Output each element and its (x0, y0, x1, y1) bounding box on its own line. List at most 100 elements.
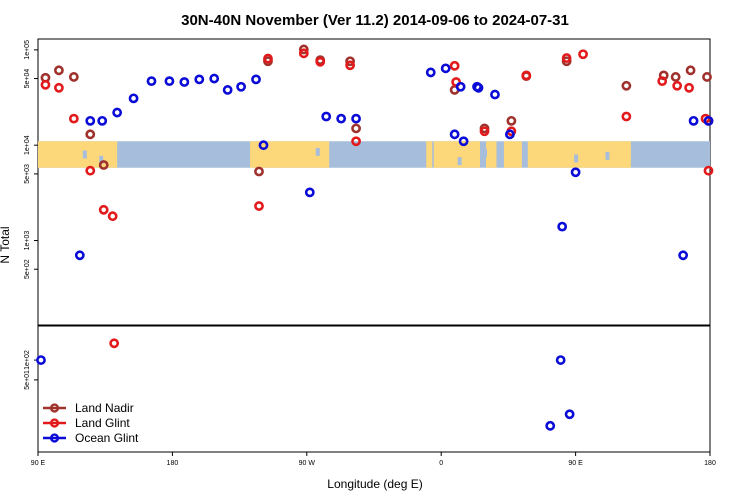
point-ocean-glint (351, 113, 361, 124)
legend-marker (49, 403, 60, 413)
point-ocean-glint (557, 221, 568, 232)
land-segment (503, 141, 522, 168)
land-ocean-strip (38, 141, 710, 168)
point-ocean-glint (678, 250, 689, 261)
point-land-glint (263, 53, 273, 64)
point-land-nadir (98, 160, 109, 170)
x-axis: 90 E 180 90 W 0 90 E 180 (31, 452, 716, 467)
point-ocean-glint (258, 140, 269, 151)
x-tick-label: 90 W (299, 460, 316, 467)
coast-inlet (457, 157, 462, 166)
point-land-glint (672, 80, 683, 91)
y-tick-label: 5e+01 (24, 370, 31, 390)
point-ocean-glint (222, 85, 233, 95)
point-ocean-glint (128, 93, 139, 104)
point-land-glint (68, 113, 79, 124)
point-land-glint (449, 60, 460, 71)
point-ocean-glint (545, 420, 556, 431)
x-tick-label: 180 (704, 460, 716, 467)
x-tick-label: 90 E (568, 460, 583, 467)
y-tick-label: 5e+03 (24, 164, 31, 184)
points-upper (40, 44, 714, 261)
point-land-glint (351, 136, 361, 147)
legend-label: Ocean Glint (75, 431, 139, 445)
legend-label: Land Nadir (75, 401, 134, 415)
x-tick-label: 180 (167, 460, 179, 467)
point-land-glint (54, 82, 64, 93)
coast-inlet (605, 151, 610, 160)
upper-panel-frame (37, 38, 711, 326)
x-tick-label: 90 E (31, 460, 46, 467)
point-ocean-glint (504, 129, 515, 140)
land-segment (38, 141, 118, 168)
point-land-nadir (345, 56, 356, 67)
point-land-glint (578, 49, 588, 60)
point-ocean-glint (74, 250, 85, 261)
point-ocean-glint (321, 111, 332, 122)
point-ocean-glint (36, 355, 46, 365)
point-ocean-glint (97, 115, 108, 126)
point-land-glint (315, 56, 326, 67)
point-ocean-glint (688, 115, 699, 126)
point-ocean-glint (703, 115, 714, 126)
x-tick-label: 0 (439, 460, 443, 467)
point-land-glint (85, 165, 96, 176)
point-land-nadir (506, 115, 517, 126)
point-ocean-glint (164, 76, 175, 87)
y-axis-label: N Total (0, 226, 12, 263)
point-land-glint (298, 48, 309, 59)
point-land-nadir (685, 65, 696, 76)
point-land-nadir (68, 72, 79, 82)
point-land-nadir (254, 166, 264, 177)
land-segment (426, 141, 433, 168)
y-tick-label: 1e+02 (24, 350, 31, 370)
lower-panel-frame (37, 325, 711, 453)
point-land-glint (561, 53, 572, 63)
land-segment (624, 141, 631, 168)
point-ocean-glint (304, 187, 315, 198)
land-segment (433, 141, 481, 168)
coast-inlet (99, 155, 104, 164)
y-tick-label: 1e+05 (24, 40, 31, 60)
point-ocean-glint (564, 409, 575, 420)
coast-inlet (82, 150, 87, 159)
point-ocean-glint (236, 81, 246, 92)
chart-title: 30N-40N November (Ver 11.2) 2014-09-06 t… (181, 12, 569, 29)
point-ocean-glint (425, 67, 436, 78)
legend-marker (49, 418, 60, 428)
point-land-glint (479, 126, 490, 137)
point-land-glint (684, 82, 694, 93)
coast-inlet (574, 154, 579, 163)
point-ocean-glint (179, 77, 190, 87)
point-land-glint (657, 76, 668, 87)
y-tick-label: 5e+02 (24, 259, 31, 279)
point-land-glint (621, 111, 632, 122)
coast-inlet (315, 147, 320, 156)
point-land-glint (98, 204, 109, 215)
point-ocean-glint (458, 136, 469, 147)
point-ocean-glint (112, 107, 123, 118)
point-ocean-glint (449, 129, 460, 140)
y-axis-upper: 1e+05 5e+04 1e+04 5e+03 1e+03 5e+02 (24, 40, 38, 279)
point-ocean-glint (490, 89, 500, 100)
point-land-glint (109, 338, 120, 349)
point-land-glint (703, 165, 714, 176)
y-tick-label: 5e+04 (24, 69, 31, 89)
point-ocean-glint (85, 115, 96, 126)
point-land-nadir (351, 123, 361, 134)
point-land-nadir (54, 65, 64, 76)
point-land-glint (521, 70, 532, 81)
point-ocean-glint (440, 63, 451, 74)
point-land-glint (345, 60, 356, 71)
point-ocean-glint (570, 167, 581, 178)
point-ocean-glint (555, 355, 566, 365)
point-ocean-glint (472, 81, 482, 92)
point-land-nadir (298, 44, 309, 55)
points-lower (36, 338, 575, 431)
point-ocean-glint (455, 81, 466, 92)
point-land-glint (107, 211, 118, 222)
point-land-nadir (670, 72, 681, 82)
